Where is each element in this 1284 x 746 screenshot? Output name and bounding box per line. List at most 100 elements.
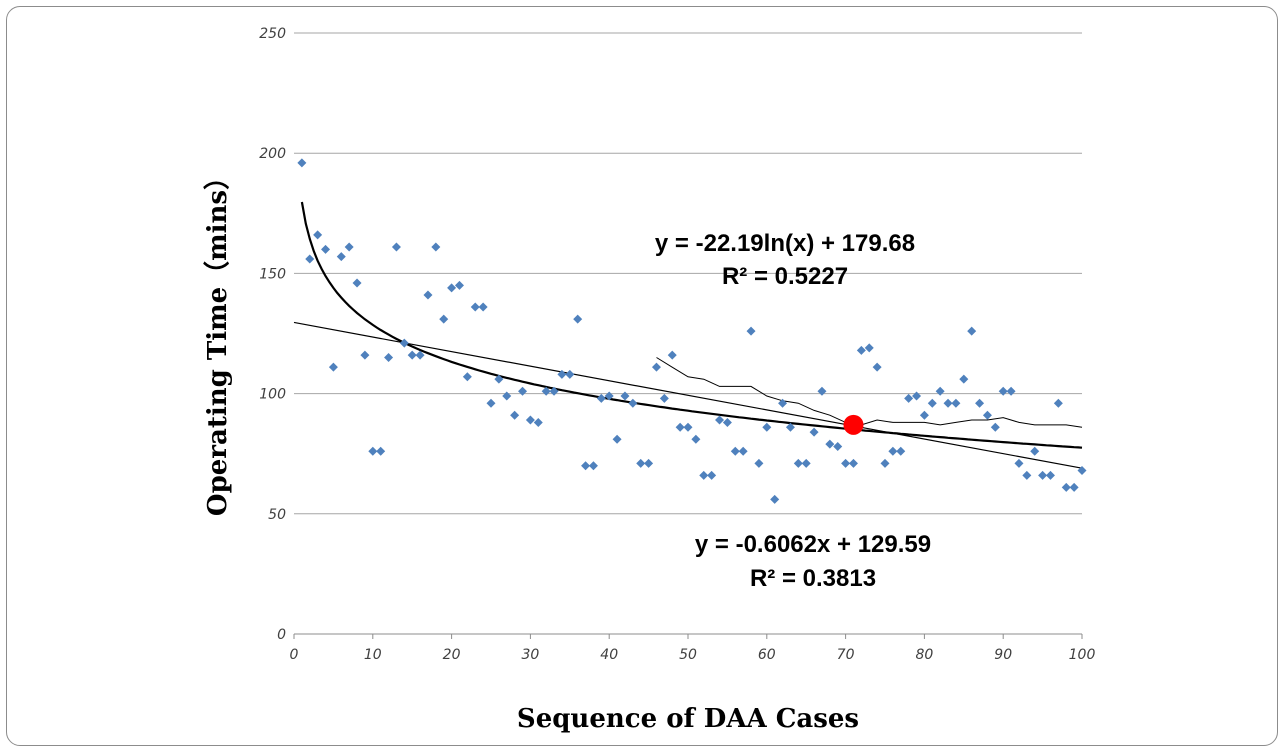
gridlines: [294, 32, 1082, 515]
data-point: [667, 350, 677, 360]
data-point: [1038, 470, 1048, 480]
data-point: [1006, 386, 1016, 396]
data-point: [754, 458, 764, 468]
data-point: [912, 391, 922, 401]
data-points: [297, 158, 1087, 504]
data-point: [659, 393, 669, 403]
y-tick-label-150: 150: [259, 266, 286, 282]
log-trend-r2: R² = 0.5227: [722, 263, 848, 290]
x-tick-label-90: 90: [994, 647, 1012, 663]
data-point: [848, 458, 858, 468]
data-point: [376, 446, 386, 456]
data-point: [785, 422, 795, 432]
data-point: [683, 422, 693, 432]
data-point: [415, 350, 425, 360]
data-point: [880, 458, 890, 468]
data-point: [1061, 482, 1071, 492]
moving-average-line: [656, 357, 1083, 428]
data-point: [762, 422, 772, 432]
trendlines: [293, 201, 1083, 469]
x-tick-label-100: 100: [1069, 647, 1096, 663]
data-point: [959, 374, 969, 384]
data-point: [707, 470, 717, 480]
data-point: [675, 422, 685, 432]
data-point: [525, 415, 535, 425]
data-point: [778, 398, 788, 408]
data-point: [596, 393, 606, 403]
data-point: [935, 386, 945, 396]
data-point: [557, 369, 567, 379]
data-point: [982, 410, 992, 420]
data-point: [833, 441, 843, 451]
data-point: [998, 386, 1008, 396]
data-point: [967, 326, 977, 336]
data-point: [588, 461, 598, 471]
data-point: [1022, 470, 1032, 480]
y-tick-label-200: 200: [259, 146, 286, 162]
data-point: [344, 242, 354, 252]
data-point: [904, 393, 914, 403]
y-tick-label-100: 100: [259, 387, 286, 403]
data-point: [927, 398, 937, 408]
x-tick-label-30: 30: [521, 647, 539, 663]
x-tick-label-40: 40: [600, 647, 618, 663]
x-tick-label-20: 20: [443, 647, 461, 663]
data-point: [817, 386, 827, 396]
data-point: [368, 446, 378, 456]
data-point: [951, 398, 961, 408]
data-point: [447, 283, 457, 293]
data-point: [864, 343, 874, 353]
data-point: [478, 302, 488, 312]
data-point: [691, 434, 701, 444]
highlight-point: [843, 414, 864, 435]
data-point: [486, 398, 496, 408]
log-trend-equation: y = -22.19ln(x) + 179.68: [655, 230, 915, 257]
data-point: [919, 410, 929, 420]
linear-trend-r2: R² = 0.3813: [750, 565, 876, 592]
data-point: [841, 458, 851, 468]
axes: [293, 633, 1083, 639]
x-tick-label-60: 60: [758, 647, 776, 663]
data-point: [1077, 466, 1087, 476]
data-point: [612, 434, 622, 444]
data-point: [990, 422, 1000, 432]
data-point: [391, 242, 401, 252]
data-point: [494, 374, 504, 384]
data-point: [809, 427, 819, 437]
data-point: [305, 254, 315, 264]
data-point: [896, 446, 906, 456]
y-tick-labels: 0 50 100 150 200 250: [259, 26, 286, 643]
data-point: [581, 461, 591, 471]
linear-trendline: [293, 321, 1083, 469]
data-point: [825, 439, 835, 449]
data-point: [856, 345, 866, 355]
data-point: [628, 398, 638, 408]
data-point: [793, 458, 803, 468]
data-point: [943, 398, 953, 408]
data-point: [439, 314, 449, 324]
data-point: [888, 446, 898, 456]
data-point: [462, 372, 472, 382]
x-tick-label-0: 0: [290, 647, 299, 663]
data-point: [699, 470, 709, 480]
y-tick-label-0: 0: [277, 627, 286, 643]
data-point: [644, 458, 654, 468]
highlight-layer: [843, 414, 864, 435]
data-point: [722, 417, 732, 427]
data-point: [510, 410, 520, 420]
data-point: [1030, 446, 1040, 456]
data-point: [565, 369, 575, 379]
data-point: [730, 446, 740, 456]
data-point: [407, 350, 417, 360]
data-point: [573, 314, 583, 324]
data-point: [533, 417, 543, 427]
data-point: [297, 158, 307, 168]
log-trendline: [300, 201, 1083, 449]
data-point: [399, 338, 409, 348]
data-point: [738, 446, 748, 456]
linear-trend-equation: y = -0.6062x + 129.59: [695, 531, 931, 558]
data-point: [454, 280, 464, 290]
x-tick-labels: 0 10 20 30 40 50 60 70 80 90 100: [290, 647, 1096, 663]
data-point: [872, 362, 882, 372]
